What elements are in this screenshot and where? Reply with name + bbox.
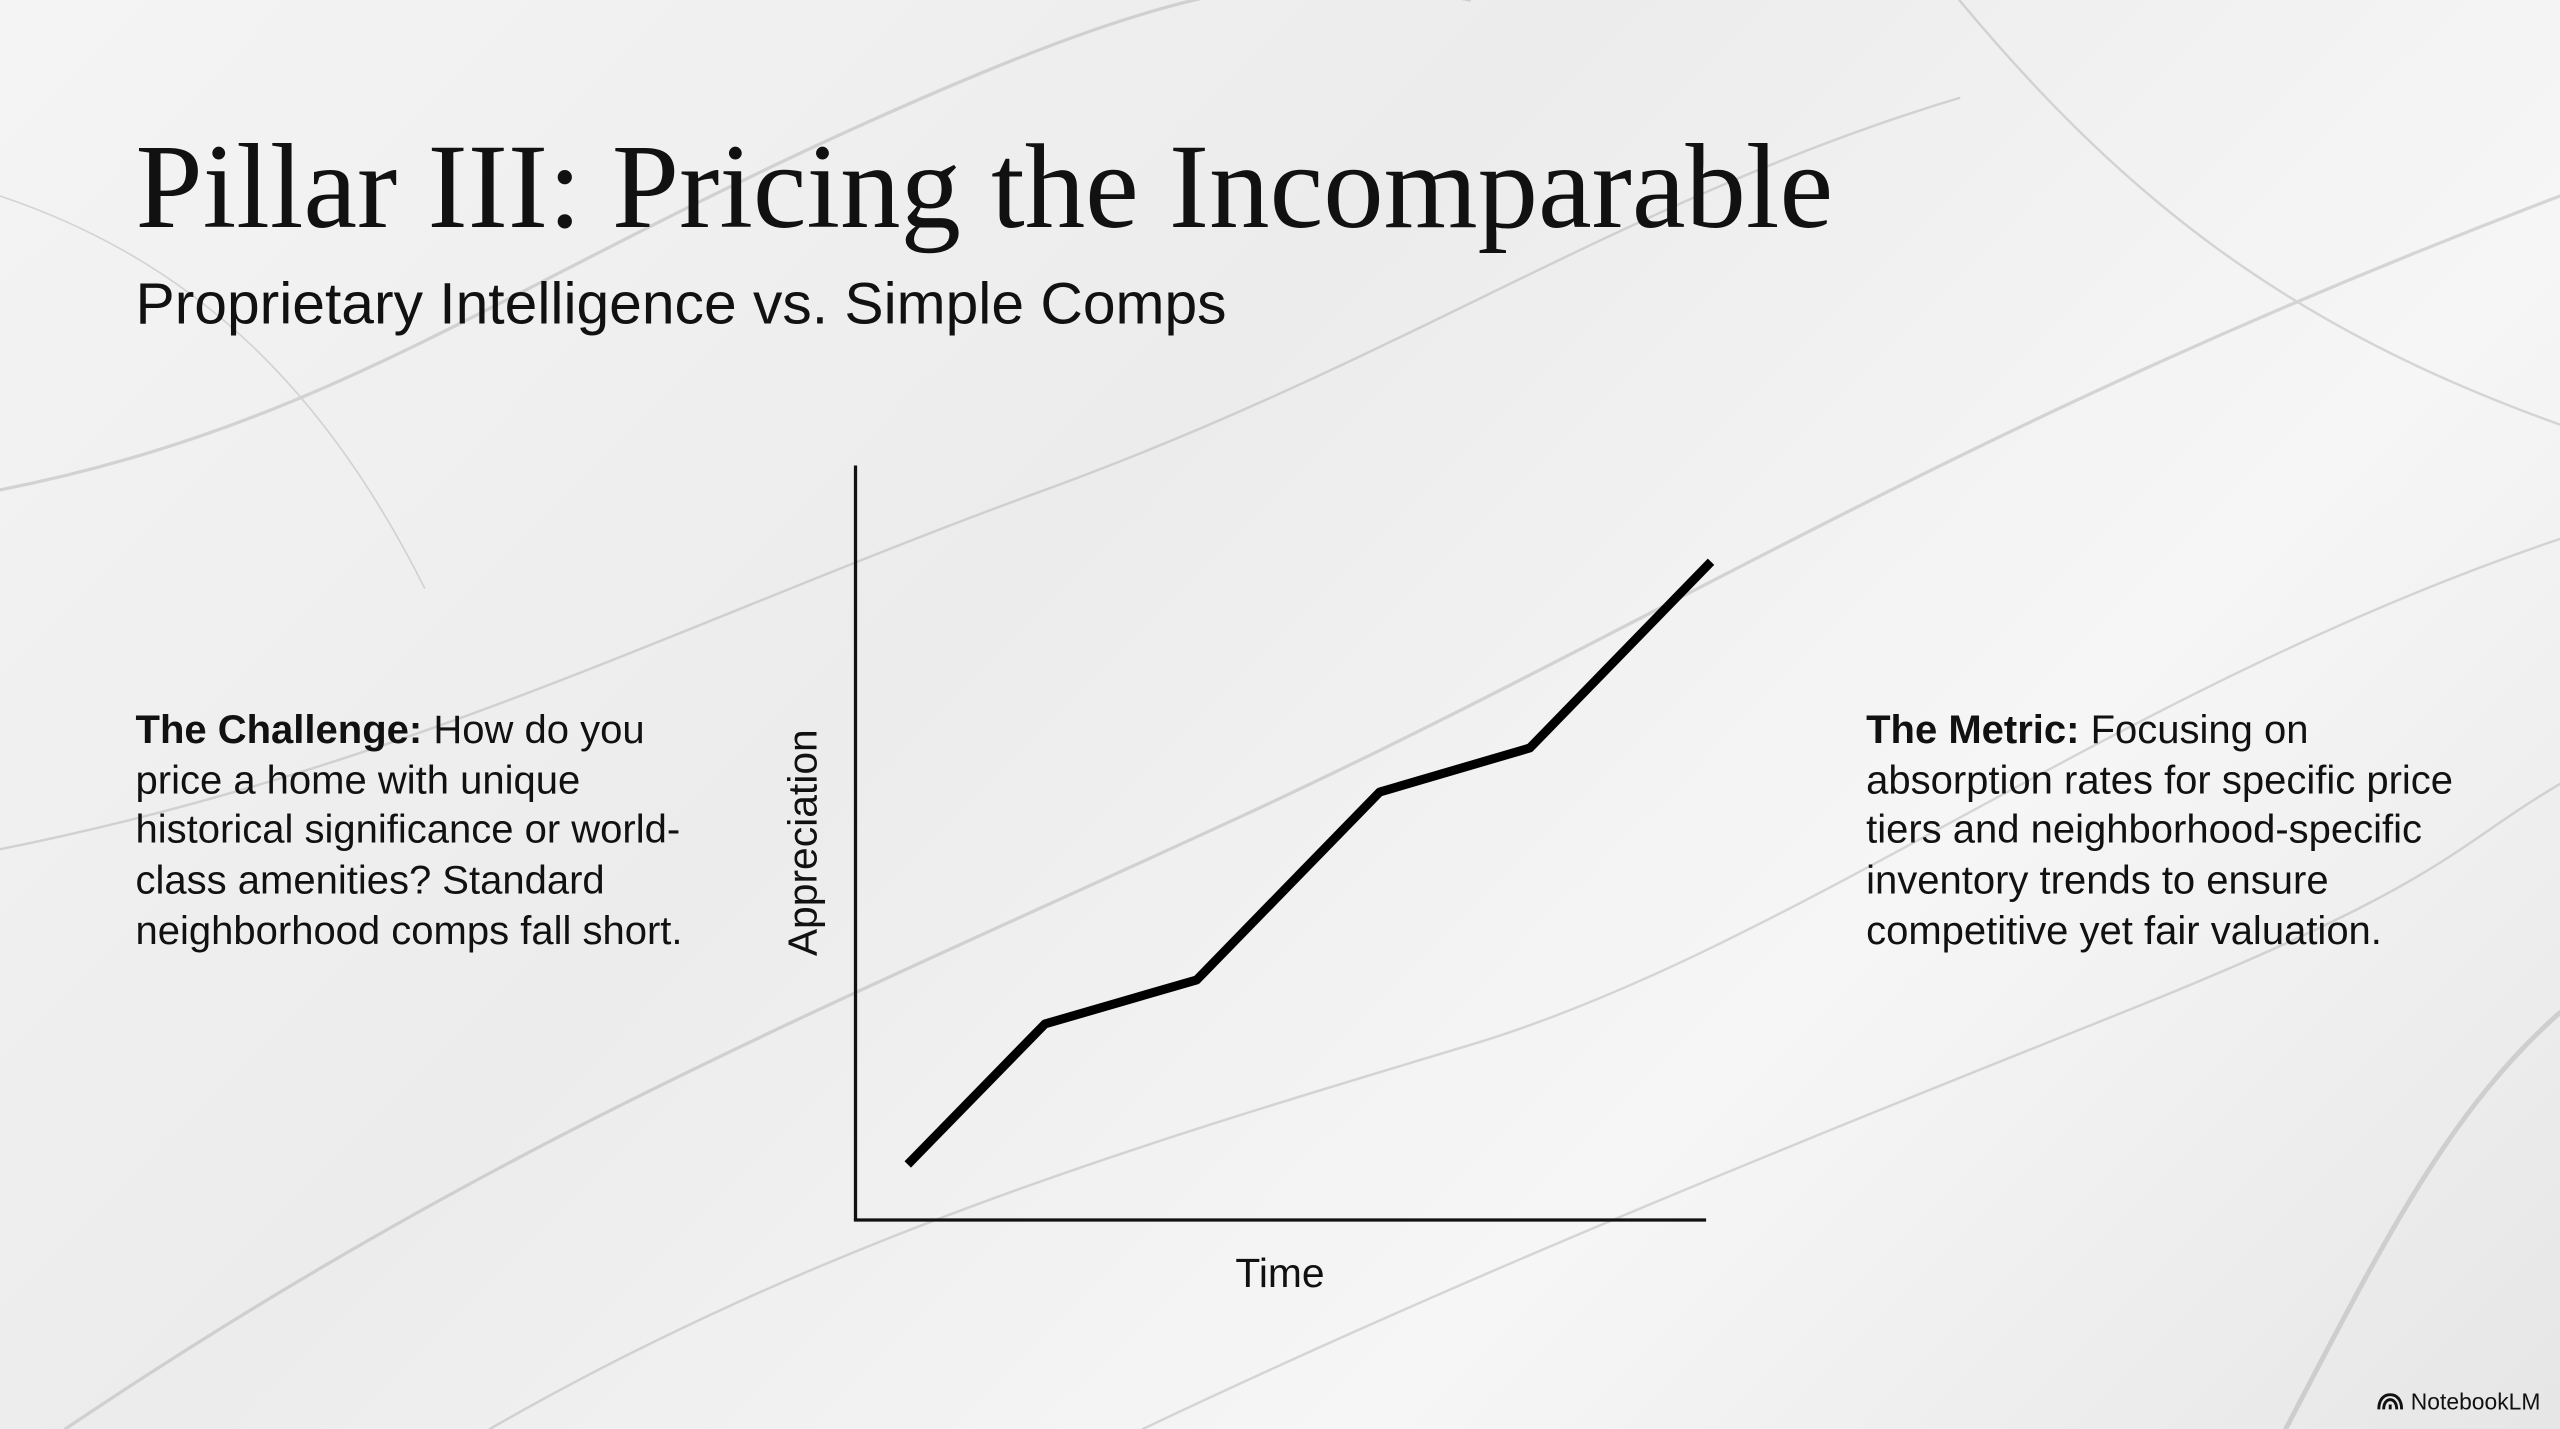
brand-name: NotebookLM [2410, 1388, 2541, 1415]
metric-text: The Metric: Focusing on absorption rates… [1866, 707, 2462, 958]
y-axis-label: Appreciation [779, 729, 825, 956]
title: Pillar III: Pricing the Incomparable [135, 120, 1834, 255]
subtitle: Proprietary Intelligence vs. Simple Comp… [135, 269, 1227, 337]
challenge-label: The Challenge: [135, 708, 423, 753]
x-axis-label: Time [1235, 1250, 1324, 1296]
trend-line [904, 558, 1715, 1168]
metric-label: The Metric: [1866, 708, 2080, 753]
brand: NotebookLM [2376, 1388, 2541, 1415]
brand-icon [2376, 1392, 2403, 1409]
trend-diagram: Appreciation Time [779, 465, 1715, 1296]
challenge-text: The Challenge: How do you price a home w… [136, 707, 699, 958]
challenge-body: How do you price a home with unique hist… [135, 708, 683, 954]
metric-body: Focusing on absorption rates for specifi… [1866, 708, 2454, 954]
